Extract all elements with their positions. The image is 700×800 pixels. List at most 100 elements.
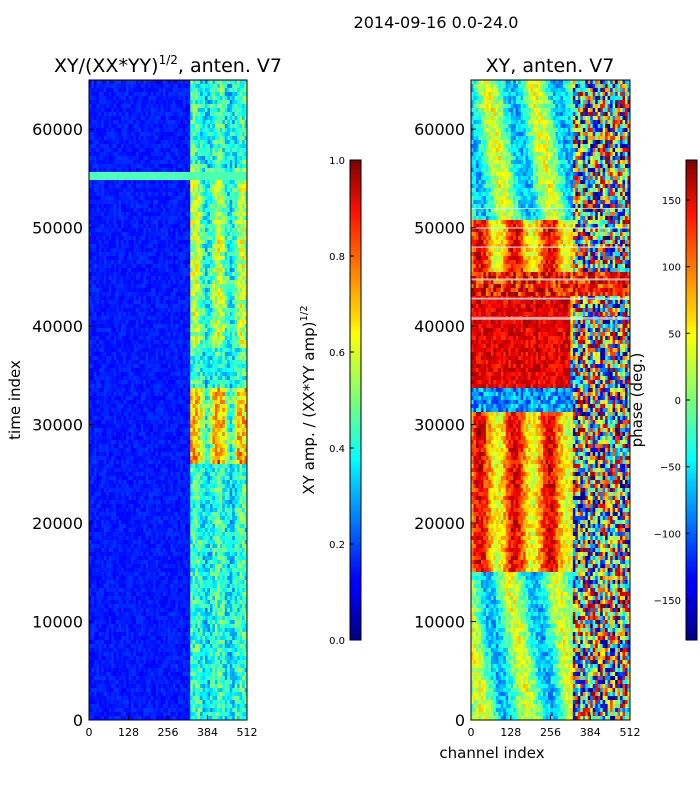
amplitude-heatmap-cell (135, 312, 139, 317)
amplitude-heatmap-cell (163, 108, 166, 113)
amplitude-heatmap-cell (130, 372, 134, 377)
amplitude-heatmap-cell (108, 340, 112, 345)
amplitude-heatmap-cell (93, 236, 97, 241)
amplitude-heatmap-cell (205, 268, 208, 273)
amplitude-heatmap-cell (155, 332, 159, 337)
amplitude-heatmap-cell (200, 260, 203, 265)
amplitude-heatmap-cell (150, 176, 154, 181)
amplitude-heatmap-cell (168, 116, 171, 121)
amplitude-heatmap-cell (214, 368, 218, 373)
amplitude-heatmap-cell (170, 192, 174, 197)
amplitude-heatmap-cell (101, 268, 105, 273)
amplitude-heatmap-cell (89, 248, 92, 253)
amplitude-heatmap-cell (145, 340, 149, 345)
amplitude-heatmap-cell (177, 232, 181, 237)
amplitude-heatmap-cell (214, 212, 218, 217)
amplitude-heatmap-cell (101, 196, 105, 201)
amplitude-heatmap-cell (232, 264, 236, 269)
amplitude-heatmap-cell (195, 236, 199, 241)
amplitude-heatmap-cell (123, 300, 127, 305)
amplitude-heatmap-cell (170, 84, 174, 89)
amplitude-heatmap-cell (222, 88, 226, 93)
amplitude-heatmap-cell (113, 192, 117, 197)
amplitude-heatmap-cell (172, 124, 176, 129)
amplitude-heatmap-cell (224, 140, 228, 145)
amplitude-heatmap-cell (121, 268, 124, 273)
amplitude-heatmap-cell (190, 196, 194, 201)
amplitude-heatmap-cell (116, 260, 120, 265)
amplitude-heatmap-cell (111, 140, 115, 145)
amplitude-heatmap-cell (202, 340, 206, 345)
amplitude-heatmap-cell (200, 112, 203, 117)
amplitude-heatmap-cell (234, 236, 238, 241)
amplitude-heatmap-cell (172, 268, 176, 273)
amplitude-heatmap-cell (158, 156, 161, 161)
amplitude-heatmap-cell (123, 256, 127, 261)
amplitude-heatmap-cell (123, 268, 127, 273)
amplitude-heatmap-cell (227, 80, 231, 85)
amplitude-heatmap-cell (89, 144, 92, 149)
amplitude-heatmap-cell (118, 292, 122, 297)
amplitude-heatmap-cell (214, 180, 218, 185)
amplitude-heatmap-cell (214, 148, 218, 153)
amplitude-heatmap-cell (138, 88, 142, 93)
amplitude-heatmap-cell (135, 172, 139, 177)
amplitude-heatmap-cell (244, 372, 247, 377)
amplitude-heatmap-cell (242, 240, 245, 245)
amplitude-heatmap-cell (133, 108, 137, 113)
amplitude-heatmap-cell (135, 388, 139, 393)
amplitude-heatmap-cell (128, 364, 132, 369)
amplitude-heatmap-cell (224, 356, 228, 361)
amplitude-heatmap-cell (222, 376, 226, 381)
amplitude-heatmap-cell (118, 188, 122, 193)
amplitude-heatmap-cell (89, 276, 92, 281)
amplitude-heatmap-cell (214, 196, 218, 201)
amplitude-heatmap-cell (200, 164, 203, 169)
amplitude-heatmap-cell (190, 288, 194, 293)
amplitude-heatmap-cell (160, 264, 164, 269)
amplitude-heatmap-cell (153, 288, 157, 293)
amplitude-heatmap-cell (165, 88, 169, 93)
amplitude-heatmap-cell (224, 116, 228, 121)
amplitude-heatmap-cell (93, 140, 97, 145)
amplitude-heatmap-cell (111, 304, 115, 309)
amplitude-heatmap-cell (177, 304, 181, 309)
amplitude-heatmap-cell (177, 280, 181, 285)
amplitude-heatmap-cell (239, 360, 243, 365)
amplitude-heatmap-cell (130, 216, 134, 221)
amplitude-heatmap-cell (242, 256, 245, 261)
amplitude-heatmap-cell (158, 320, 161, 325)
amplitude-heatmap-cell (158, 128, 161, 133)
amplitude-heatmap-cell (111, 300, 115, 305)
amplitude-heatmap-cell (177, 240, 181, 245)
amplitude-heatmap-cell (237, 384, 240, 389)
amplitude-heatmap-cell (195, 100, 199, 105)
amplitude-heatmap-cell (170, 148, 174, 153)
amplitude-heatmap-cell (155, 220, 159, 225)
amplitude-heatmap-cell (140, 356, 144, 361)
amplitude-heatmap-cell (163, 128, 166, 133)
amplitude-heatmap-cell (145, 296, 149, 301)
amplitude-heatmap-cell (207, 168, 211, 173)
amplitude-heatmap-cell (192, 192, 196, 197)
amplitude-heatmap-cell (234, 228, 238, 233)
amplitude-heatmap-cell (121, 232, 124, 237)
amplitude-heatmap-cell (185, 388, 189, 393)
amplitude-heatmap-cell (200, 308, 203, 313)
amplitude-heatmap-cell (143, 328, 147, 333)
amplitude-heatmap-cell (128, 236, 132, 241)
amplitude-heatmap-cell (195, 112, 199, 117)
amplitude-heatmap-cell (239, 200, 243, 205)
amplitude-heatmap-cell (237, 348, 240, 353)
amplitude-heatmap-cell (148, 256, 152, 261)
amplitude-heatmap-cell (145, 184, 149, 189)
amplitude-heatmap-cell (224, 216, 228, 221)
amplitude-heatmap-cell (219, 148, 223, 153)
amplitude-heatmap-cell (197, 212, 201, 217)
amplitude-heatmap-cell (242, 208, 245, 213)
amplitude-heatmap-cell (113, 252, 117, 257)
amplitude-heatmap-cell (195, 136, 199, 141)
amplitude-heatmap-cell (175, 368, 179, 373)
amplitude-heatmap-cell (128, 124, 132, 129)
amplitude-heatmap-cell (106, 328, 110, 333)
